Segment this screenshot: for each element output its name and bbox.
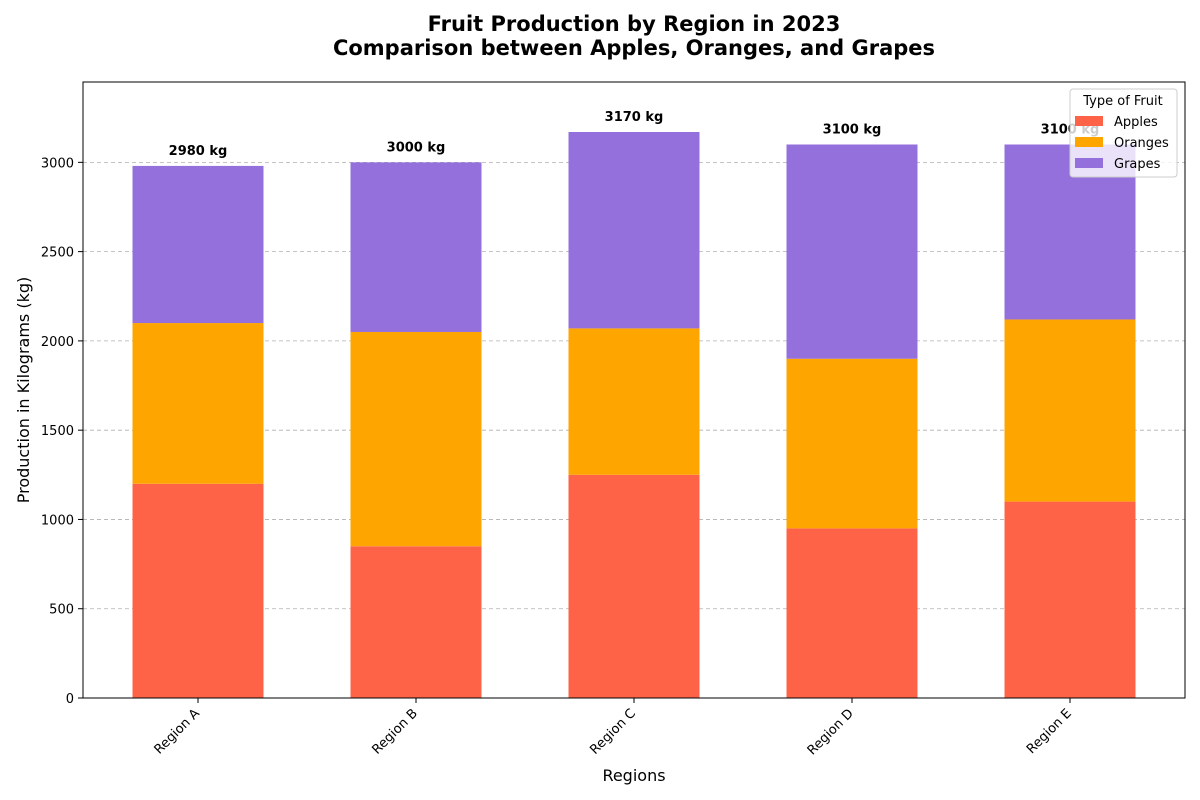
bar-apples-region-d (786, 528, 918, 698)
y-tick-label: 500 (49, 603, 74, 618)
bar-apples-region-b (350, 546, 482, 698)
y-tick-label: 0 (66, 692, 74, 707)
legend-swatch-oranges (1075, 137, 1103, 147)
bar-grapes-region-d (786, 144, 918, 359)
legend-entries: Apples Oranges Grapes (1075, 115, 1169, 172)
legend-label-apples: Apples (1114, 115, 1158, 130)
total-label: 3170 kg (605, 110, 664, 125)
x-tick-label: Region B (370, 706, 421, 757)
total-label: 3100 kg (823, 122, 882, 137)
total-label: 2980 kg (169, 144, 228, 159)
x-tick-label: Region A (152, 706, 203, 757)
x-axis-label: Regions (602, 766, 665, 785)
y-axis: 0 500 1000 1500 2000 2500 3000 (41, 156, 83, 707)
bars (132, 131, 1136, 698)
bar-grapes-region-a (132, 165, 264, 324)
bar-oranges-region-b (350, 331, 482, 547)
x-tick-label: Region E (1024, 706, 1075, 757)
legend-box (1069, 88, 1178, 178)
chart-subtitle: Comparison between Apples, Oranges, and … (333, 36, 935, 60)
x-tick-label: Region D (805, 706, 857, 758)
legend-label-oranges: Oranges (1114, 136, 1169, 151)
chart-title-group: Fruit Production by Region in 2023 Compa… (333, 12, 935, 60)
chart-title: Fruit Production by Region in 2023 (428, 12, 841, 36)
y-tick-label: 1500 (41, 424, 74, 439)
bar-grapes-region-c (568, 131, 700, 329)
bar-apples-region-a (132, 483, 264, 698)
gridlines (83, 161, 1185, 610)
y-tick-label: 2000 (41, 335, 74, 350)
bar-grapes-region-b (350, 162, 482, 332)
y-tick-label: 1000 (41, 513, 74, 528)
legend-swatch-apples (1075, 116, 1103, 126)
bar-apples-region-e (1004, 501, 1136, 698)
bar-oranges-region-a (132, 323, 264, 484)
legend-label-grapes: Grapes (1114, 157, 1161, 172)
legend: Type of Fruit Apples Oranges Grapes (1069, 88, 1178, 178)
x-tick-label: Region C (587, 706, 638, 757)
legend-title: Type of Fruit (1082, 94, 1162, 109)
bar-oranges-region-d (786, 358, 918, 529)
y-tick-label: 2500 (41, 246, 74, 261)
legend-swatch-grapes (1075, 158, 1103, 168)
x-axis: Region A Region B Region C Region D Region E (152, 698, 1075, 758)
bar-oranges-region-c (568, 328, 700, 475)
bar-oranges-region-e (1004, 319, 1136, 502)
y-tick-label: 3000 (41, 156, 74, 171)
total-label: 3000 kg (387, 140, 446, 155)
bar-apples-region-c (568, 474, 700, 698)
y-axis-label: Production in Kilograms (kg) (14, 277, 33, 504)
